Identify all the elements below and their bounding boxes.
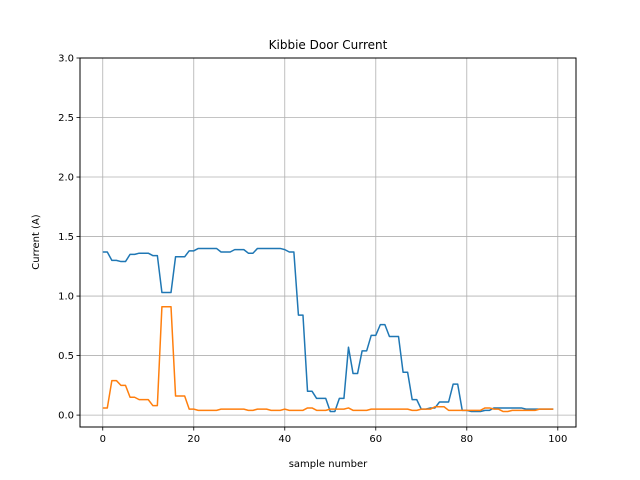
y-tick-label: 0.0	[58, 411, 74, 422]
plot-frame	[79, 57, 577, 428]
series-layer	[102, 247, 554, 413]
y-tick-label: 3.0	[58, 54, 74, 65]
x-axis-title: sample number	[289, 459, 368, 470]
x-tick-label: 100	[548, 434, 567, 445]
y-tick-label: 1.0	[58, 292, 74, 303]
x-tick-label: 0	[100, 434, 106, 445]
x-tick-label: 60	[369, 434, 382, 445]
ticks: 0 20 40 60 80 100 0.0 0.5 1.0 1.5 2.0 2.5 3.0	[58, 54, 567, 446]
y-tick-label: 1.5	[58, 232, 74, 243]
chart-title: Kibbie Door Current	[269, 38, 388, 52]
x-tick-label: 20	[187, 434, 200, 445]
series-line-1	[102, 247, 554, 413]
y-tick-label: 0.5	[58, 351, 74, 362]
x-tick-label: 80	[460, 434, 473, 445]
series-line-2	[102, 306, 554, 413]
y-tick-label: 2.0	[58, 173, 74, 184]
y-tick-label: 2.5	[58, 113, 74, 124]
x-tick-label: 40	[278, 434, 291, 445]
y-axis-title: Current (A)	[31, 214, 42, 269]
